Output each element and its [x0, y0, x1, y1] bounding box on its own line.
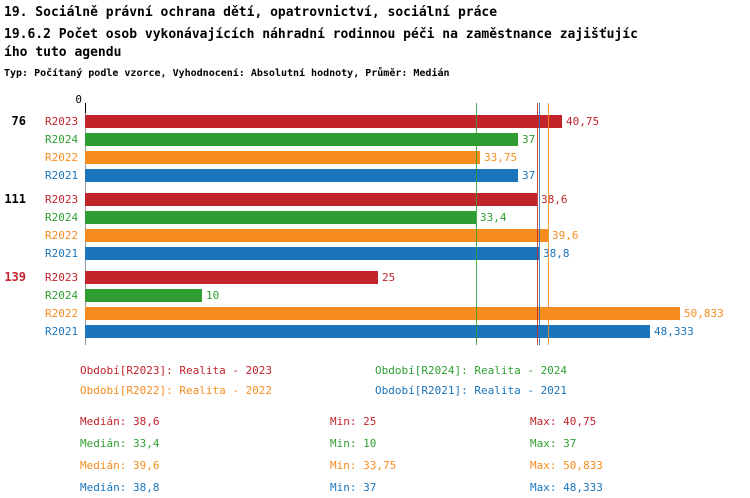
bar-value-label: 33,4 [480, 211, 507, 224]
series-label-R2022: R2022 [45, 307, 79, 320]
bar-value-label: 25 [382, 271, 396, 284]
stat-min-R2024: Min: 10 [330, 437, 377, 450]
series-label-R2023: R2023 [45, 271, 79, 284]
bar-value-label: 37 [522, 169, 536, 182]
stat-max-R2024: Max: 37 [530, 437, 577, 450]
median-line-R2022 [548, 103, 549, 345]
series-label-R2023: R2023 [45, 193, 79, 206]
series-label-R2024: R2024 [45, 211, 79, 224]
bar-R2021 [85, 325, 650, 338]
group-label: 76 [11, 114, 26, 128]
bar-value-label: 50,833 [684, 307, 724, 320]
stat-min-R2021: Min: 37 [330, 481, 377, 494]
legend-item-R2022: Období[R2022]: Realita - 2022 [80, 384, 273, 397]
bar-value-label: 37 [522, 133, 536, 146]
stat-max-R2021: Max: 48,333 [530, 481, 603, 494]
stat-min-R2023: Min: 25 [330, 415, 377, 428]
bar-value-label: 10 [206, 289, 220, 302]
series-label-R2021: R2021 [45, 325, 79, 338]
chart-title-line2: 19.6.2 Počet osob vykonávajících náhradn… [4, 27, 638, 42]
bar-R2024 [85, 289, 202, 302]
series-label-R2024: R2024 [45, 289, 79, 302]
stat-median-R2023: Medián: 38,6 [80, 415, 160, 428]
bar-R2022 [85, 151, 480, 164]
bar-value-label: 38,6 [541, 193, 568, 206]
series-label-R2023: R2023 [45, 115, 79, 128]
legend-item-R2023: Období[R2023]: Realita - 2023 [80, 364, 273, 377]
legend-item-R2024: Období[R2024]: Realita - 2024 [375, 364, 568, 377]
stat-median-R2022: Medián: 39,6 [80, 459, 160, 472]
series-label-R2021: R2021 [45, 169, 79, 182]
bar-R2024 [85, 133, 518, 146]
chart-meta-line: Typ: Počítaný podle vzorce, Vyhodnocení:… [4, 68, 450, 79]
bar-R2022 [85, 229, 548, 242]
chart-title-line1: 19. Sociálně právní ochrana dětí, opatro… [4, 5, 498, 20]
stat-max-R2022: Max: 50,833 [530, 459, 603, 472]
group-label: 111 [4, 192, 26, 206]
axis-zero-line [85, 103, 86, 345]
bar-value-label: 39,6 [552, 229, 579, 242]
bar-value-label: 33,75 [484, 151, 518, 164]
stat-median-R2024: Medián: 33,4 [80, 437, 160, 450]
bar-value-label: 48,333 [654, 325, 694, 338]
stat-median-R2021: Medián: 38,8 [80, 481, 160, 494]
series-label-R2022: R2022 [45, 229, 79, 242]
axis-zero-tick [85, 103, 86, 113]
bar-R2022 [85, 307, 680, 320]
stat-min-R2022: Min: 33,75 [330, 459, 397, 472]
median-line-R2023 [537, 103, 538, 345]
bar-R2021 [85, 169, 518, 182]
bar-R2023 [85, 193, 537, 206]
bar-R2023 [85, 271, 378, 284]
axis-zero-label: 0 [75, 93, 82, 106]
chart-title-line3: ího tuto agendu [4, 45, 122, 60]
series-label-R2024: R2024 [45, 133, 79, 146]
bar-R2021 [85, 247, 539, 260]
bar-R2024 [85, 211, 476, 224]
group-label: 139 [4, 270, 26, 284]
median-line-R2024 [476, 103, 477, 345]
bar-value-label: 40,75 [566, 115, 600, 128]
bar-R2023 [85, 115, 562, 128]
series-label-R2022: R2022 [45, 151, 79, 164]
bar-value-label: 38,8 [543, 247, 570, 260]
stat-max-R2023: Max: 40,75 [530, 415, 597, 428]
series-label-R2021: R2021 [45, 247, 79, 260]
median-line-R2021 [539, 103, 540, 345]
legend-item-R2021: Období[R2021]: Realita - 2021 [375, 384, 568, 397]
